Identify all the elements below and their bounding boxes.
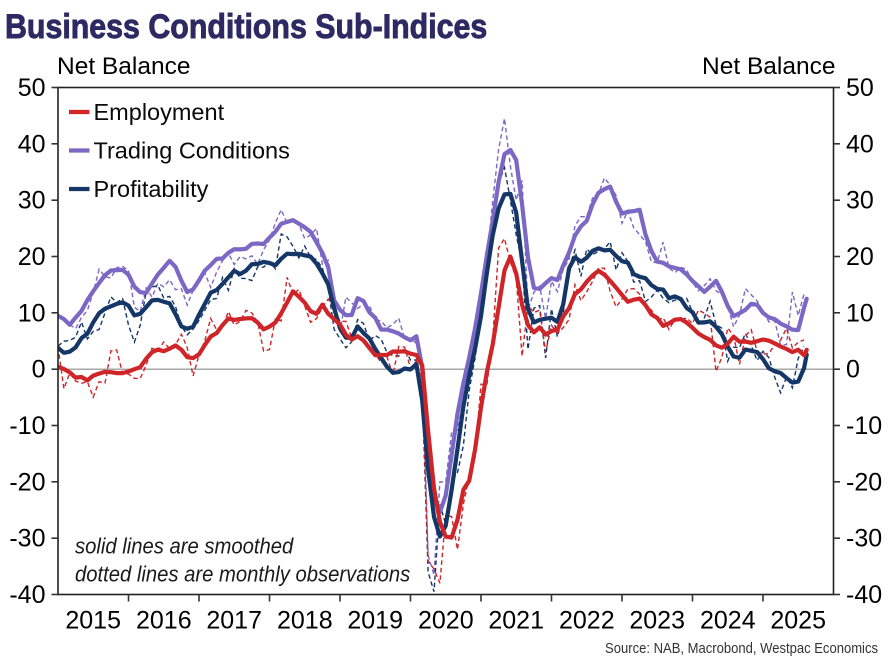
svg-text:dotted lines are monthly obser: dotted lines are monthly observations: [75, 562, 411, 587]
svg-text:30: 30: [846, 187, 874, 215]
svg-text:Source: NAB, Macrobond, Westpa: Source: NAB, Macrobond, Westpac Economic…: [605, 640, 878, 656]
svg-text:Net Balance: Net Balance: [702, 53, 835, 80]
svg-text:2024: 2024: [700, 607, 756, 635]
svg-text:2018: 2018: [277, 607, 333, 635]
svg-text:50: 50: [846, 74, 874, 102]
svg-text:0: 0: [32, 356, 46, 384]
svg-text:-20: -20: [846, 468, 882, 496]
svg-text:40: 40: [846, 130, 874, 158]
svg-text:2016: 2016: [136, 607, 192, 635]
svg-text:2017: 2017: [206, 607, 262, 635]
svg-text:20: 20: [846, 243, 874, 271]
svg-text:Net Balance: Net Balance: [57, 53, 190, 80]
svg-text:-30: -30: [846, 525, 882, 553]
svg-text:50: 50: [18, 74, 46, 102]
svg-text:-10: -10: [846, 412, 882, 440]
svg-text:2021: 2021: [488, 607, 544, 635]
svg-text:10: 10: [846, 299, 874, 327]
svg-text:Trading Conditions: Trading Conditions: [94, 138, 290, 164]
svg-text:Employment: Employment: [94, 99, 225, 125]
svg-text:-30: -30: [9, 525, 45, 553]
svg-text:30: 30: [18, 187, 46, 215]
svg-text:2022: 2022: [559, 607, 615, 635]
svg-text:-10: -10: [9, 412, 45, 440]
svg-text:2020: 2020: [418, 607, 474, 635]
svg-text:solid lines are smoothed: solid lines are smoothed: [75, 534, 294, 559]
svg-text:-40: -40: [846, 581, 882, 609]
svg-text:2015: 2015: [65, 607, 121, 635]
svg-text:2025: 2025: [770, 607, 826, 635]
svg-text:Profitability: Profitability: [94, 176, 209, 202]
svg-text:40: 40: [18, 130, 46, 158]
svg-text:-20: -20: [9, 468, 45, 496]
svg-text:20: 20: [18, 243, 46, 271]
svg-text:10: 10: [18, 299, 46, 327]
svg-text:-40: -40: [9, 581, 45, 609]
svg-text:2019: 2019: [347, 607, 403, 635]
svg-text:2023: 2023: [629, 607, 685, 635]
svg-text:Business Conditions Sub-Indice: Business Conditions Sub-Indices: [5, 7, 487, 45]
svg-text:0: 0: [846, 356, 860, 384]
